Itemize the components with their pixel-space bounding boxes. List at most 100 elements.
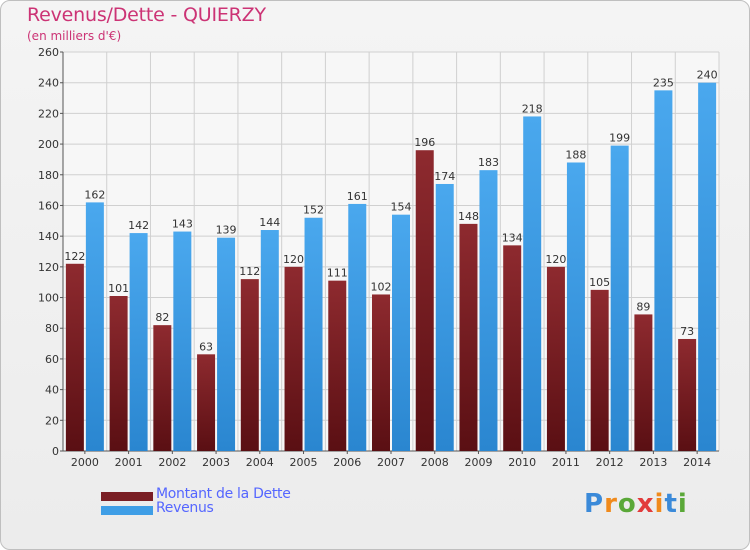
logo-letter: i bbox=[677, 489, 688, 519]
bar-dette bbox=[240, 279, 259, 451]
legend-label-dette: Montant de la Dette bbox=[156, 486, 291, 502]
bar-dette bbox=[197, 354, 216, 451]
x-tick-label: 2008 bbox=[421, 456, 449, 469]
grid-layer bbox=[62, 51, 720, 452]
bar-revenus bbox=[566, 162, 585, 451]
bar-revenus bbox=[85, 202, 104, 451]
y-tick-label: 20 bbox=[45, 414, 59, 427]
legend-label-revenus: Revenus bbox=[156, 500, 214, 516]
legend-swatch-dette bbox=[101, 492, 153, 501]
x-tick-label: 2005 bbox=[290, 456, 318, 469]
bar-dette bbox=[153, 325, 172, 451]
bar-revenus bbox=[129, 233, 148, 451]
label-dette: 111 bbox=[327, 267, 348, 280]
bar-dette bbox=[284, 266, 303, 451]
label-dette: 102 bbox=[371, 280, 392, 293]
bar-revenus bbox=[698, 82, 717, 451]
bar-dette bbox=[590, 289, 609, 451]
y-tick-label: 120 bbox=[38, 261, 59, 274]
bar-dette bbox=[503, 245, 522, 451]
logo-letter: i bbox=[654, 489, 665, 519]
label-revenus: 183 bbox=[478, 156, 499, 169]
y-tick-label: 0 bbox=[52, 445, 59, 458]
chart-title: Revenus/Dette - QUIERZY bbox=[27, 4, 266, 26]
bar-dette bbox=[678, 338, 697, 451]
label-revenus: 139 bbox=[216, 224, 237, 237]
label-revenus: 199 bbox=[609, 132, 630, 145]
x-tick-label: 2002 bbox=[158, 456, 186, 469]
bar-dette bbox=[65, 263, 84, 451]
label-dette: 101 bbox=[108, 282, 129, 295]
y-tick-label: 160 bbox=[38, 199, 59, 212]
label-dette: 120 bbox=[283, 253, 304, 266]
label-revenus: 143 bbox=[172, 218, 193, 231]
bar-layer bbox=[65, 82, 717, 451]
label-revenus: 235 bbox=[653, 76, 674, 89]
x-tick-label: 2014 bbox=[683, 456, 711, 469]
bar-revenus bbox=[523, 116, 542, 451]
label-dette: 89 bbox=[636, 300, 650, 313]
label-revenus: 161 bbox=[347, 190, 368, 203]
label-dette: 63 bbox=[199, 340, 213, 353]
bar-dette bbox=[328, 280, 347, 451]
label-dette: 122 bbox=[64, 250, 85, 263]
x-tick-label: 2013 bbox=[639, 456, 667, 469]
x-tick-label: 2006 bbox=[333, 456, 361, 469]
label-dette: 73 bbox=[680, 325, 694, 338]
logo-letter: o bbox=[617, 489, 637, 519]
label-revenus: 240 bbox=[697, 69, 718, 82]
label-dette: 120 bbox=[545, 253, 566, 266]
bar-revenus bbox=[435, 183, 454, 451]
x-tick-label: 2010 bbox=[508, 456, 536, 469]
bar-dette bbox=[546, 266, 565, 451]
bar-dette bbox=[109, 296, 128, 451]
logo-letter: r bbox=[604, 489, 618, 519]
bar-dette bbox=[459, 223, 478, 451]
label-revenus: 162 bbox=[84, 188, 105, 201]
label-layer: 122 162 101 142 82 143 63 139 112 144 120 152 111 161… bbox=[64, 69, 717, 354]
y-tick-label: 40 bbox=[45, 384, 59, 397]
label-dette: 105 bbox=[589, 276, 610, 289]
bar-dette bbox=[372, 294, 390, 451]
logo-letter: P bbox=[584, 489, 605, 519]
bar-revenus bbox=[260, 230, 279, 451]
x-tick-label: 2001 bbox=[115, 456, 143, 469]
label-dette: 112 bbox=[239, 265, 260, 278]
y-tick-label: 140 bbox=[38, 230, 59, 243]
y-tick-label: 260 bbox=[38, 46, 59, 59]
plot-area bbox=[63, 52, 719, 451]
chart-subtitle: (en milliers d'€) bbox=[27, 29, 122, 43]
label-revenus: 188 bbox=[565, 148, 586, 161]
proxiti-logo: Proxiti bbox=[584, 489, 688, 519]
bar-revenus bbox=[217, 237, 236, 451]
label-revenus: 144 bbox=[259, 216, 280, 229]
x-tick-label: 2012 bbox=[596, 456, 624, 469]
x-tick-label: 2009 bbox=[464, 456, 492, 469]
y-tick-label: 80 bbox=[45, 322, 59, 335]
label-revenus: 142 bbox=[128, 219, 149, 232]
bar-revenus bbox=[610, 145, 629, 451]
label-dette: 134 bbox=[502, 231, 523, 244]
y-tick-label: 200 bbox=[38, 138, 59, 151]
label-revenus: 152 bbox=[303, 204, 324, 217]
bar-dette bbox=[634, 314, 653, 451]
y-tick-label: 180 bbox=[38, 169, 59, 182]
x-tick-label: 2011 bbox=[552, 456, 580, 469]
x-tick-label: 2004 bbox=[246, 456, 274, 469]
label-dette: 148 bbox=[458, 210, 479, 223]
label-revenus: 174 bbox=[434, 170, 455, 183]
y-tick-label: 100 bbox=[38, 292, 59, 305]
logo-letter: x bbox=[636, 489, 655, 519]
label-revenus: 218 bbox=[522, 102, 543, 115]
y-tick-label: 220 bbox=[38, 107, 59, 120]
bar-revenus bbox=[173, 231, 192, 451]
logo-letter: t bbox=[664, 489, 678, 519]
x-tick-label: 2007 bbox=[377, 456, 405, 469]
axis-layer: 0 20 40 60 80 100 120 140 160 180 200 220 240 260 2000… bbox=[38, 46, 719, 469]
x-tick-label: 2003 bbox=[202, 456, 230, 469]
bar-revenus bbox=[479, 170, 498, 451]
x-tick-label: 2000 bbox=[71, 456, 99, 469]
y-tick-label: 240 bbox=[38, 77, 59, 90]
